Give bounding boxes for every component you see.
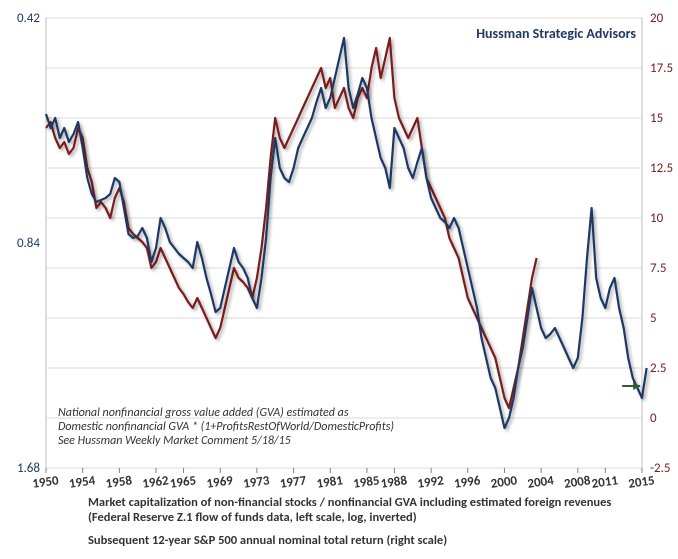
note-line: See Hussman Weekly Market Comment 5/18/1… [58,434,291,448]
y-right-tick: 10 [650,211,664,226]
legend-label: Subsequent 12-year S&P 500 annual nomina… [88,533,447,548]
chart-container: -2.502.557.51012.51517.5200.420.841.6819… [0,0,678,559]
x-tick: 1958 [105,473,134,492]
y-right-tick: 7.5 [650,261,666,276]
x-tick: 2015 [627,473,655,492]
x-tick: 1981 [316,473,345,492]
y-right-tick: 0 [650,411,657,426]
x-tick: 1996 [453,473,482,492]
x-tick: 1962 [141,473,170,492]
x-tick: 2011 [591,473,620,492]
x-tick: 1977 [279,473,308,492]
y-right-tick: 15 [650,111,663,126]
x-tick: 1973 [242,473,271,492]
y-right-tick: 12.5 [650,161,673,176]
x-tick: 1965 [169,473,197,492]
y-left-tick: 0.84 [17,236,40,251]
x-tick: 2000 [490,473,519,492]
legend-label: (Federal Reserve Z.1 flow of funds data,… [88,510,417,525]
series-red-line [46,38,537,408]
y-left-tick: 0.42 [17,11,40,26]
note-line: Domestic nonfinancial GVA * (1+ProfitsRe… [58,420,394,434]
legend-label: Market capitalization of non-financial s… [88,495,611,510]
x-tick: 2004 [527,473,556,492]
note-line: National nonfinancial gross value added … [58,406,349,420]
y-right-tick: 17.5 [650,61,673,76]
chart-svg: -2.502.557.51012.51517.5200.420.841.6819… [0,0,678,559]
x-tick: 1954 [68,473,97,492]
y-right-tick: 5 [650,311,657,326]
x-tick: 1950 [31,473,60,492]
x-tick: 2008 [563,473,592,492]
y-right-tick: 20 [650,11,664,26]
x-tick: 1969 [206,473,235,492]
y-right-tick: 2.5 [650,361,666,376]
x-tick: 1988 [380,473,409,492]
attribution-text: Hussman Strategic Advisors [476,25,636,42]
x-tick: 1985 [352,473,380,492]
x-tick: 1992 [417,473,446,492]
y-left-tick: 1.68 [17,461,40,476]
